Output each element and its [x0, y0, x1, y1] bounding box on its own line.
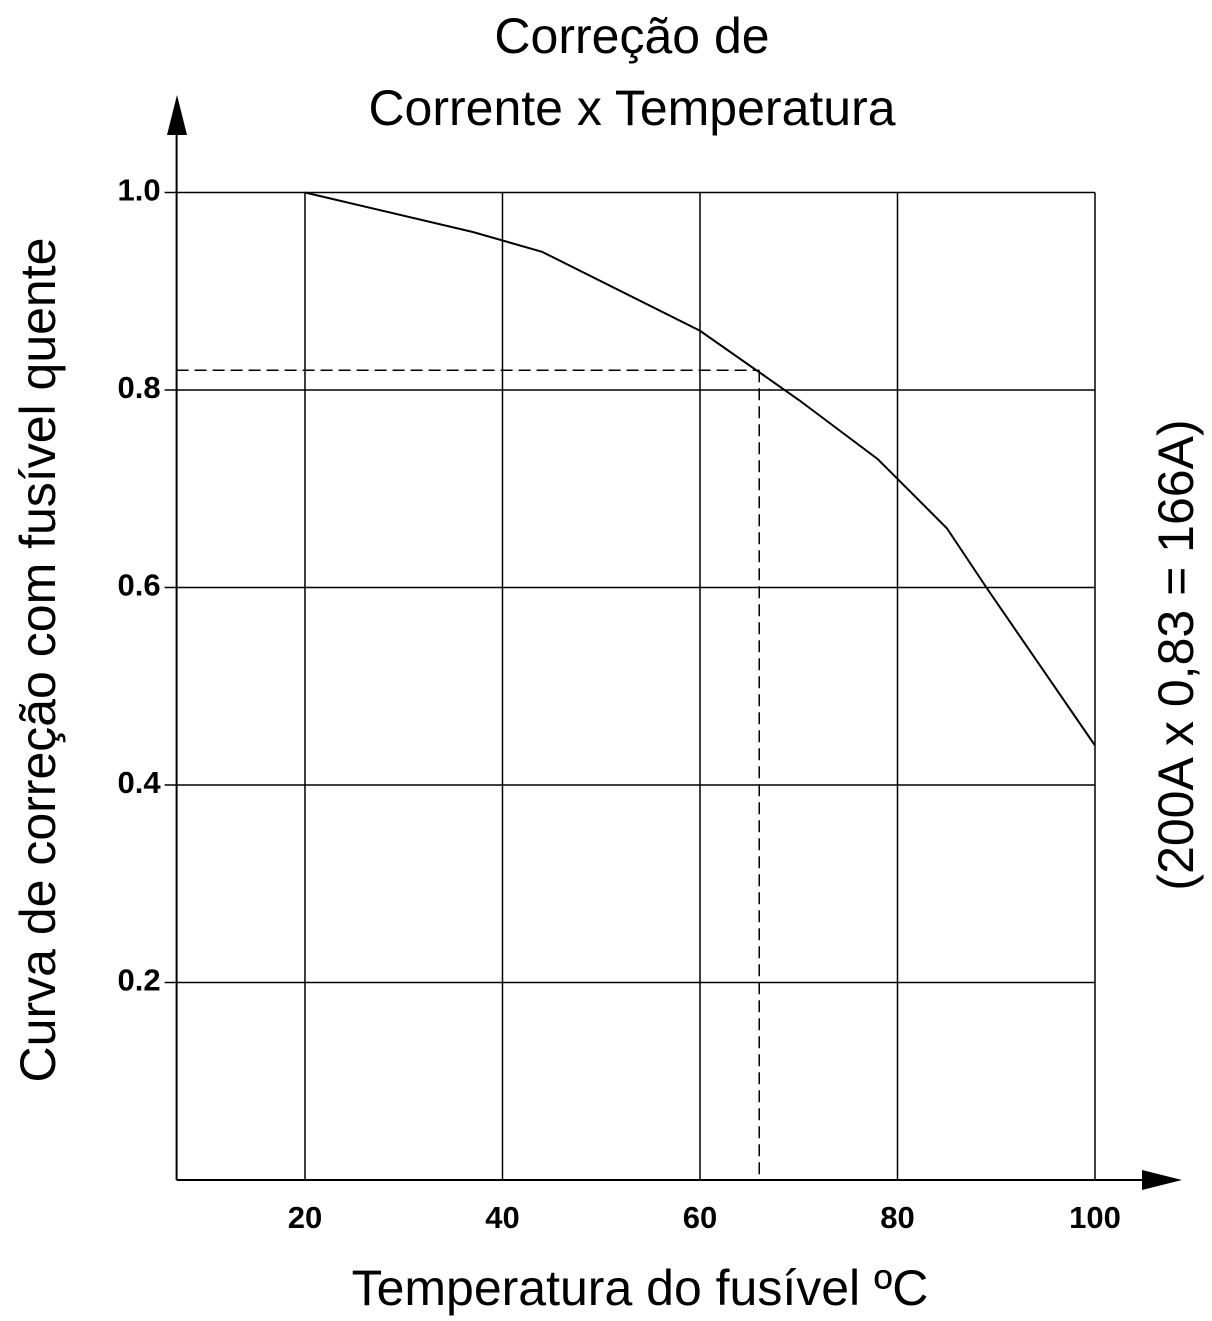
annotation: (200A x 0,83 = 166A) [1148, 419, 1204, 890]
y-tick-label: 0.6 [117, 568, 160, 603]
x-axis-label: Temperatura do fusível ºC [352, 1260, 929, 1316]
y-axis-arrow [167, 95, 187, 135]
x-tick-label: 60 [683, 1200, 717, 1235]
y-tick-label: 1.0 [117, 173, 160, 208]
x-axis-arrow [1142, 1170, 1182, 1190]
y-tick-label: 0.8 [117, 370, 160, 405]
x-tick-label: 80 [880, 1200, 914, 1235]
x-tick-label: 40 [485, 1200, 519, 1235]
y-tick-label: 0.4 [117, 765, 161, 800]
chart-title: Corrente x Temperatura [368, 80, 895, 136]
chart-title: Correção de [494, 8, 769, 64]
x-tick-label: 100 [1069, 1200, 1121, 1235]
y-axis-label: Curva de correção com fusível quente [10, 238, 66, 1083]
x-tick-label: 20 [288, 1200, 322, 1235]
y-tick-label: 0.2 [117, 963, 160, 998]
line [304, 191, 1096, 747]
